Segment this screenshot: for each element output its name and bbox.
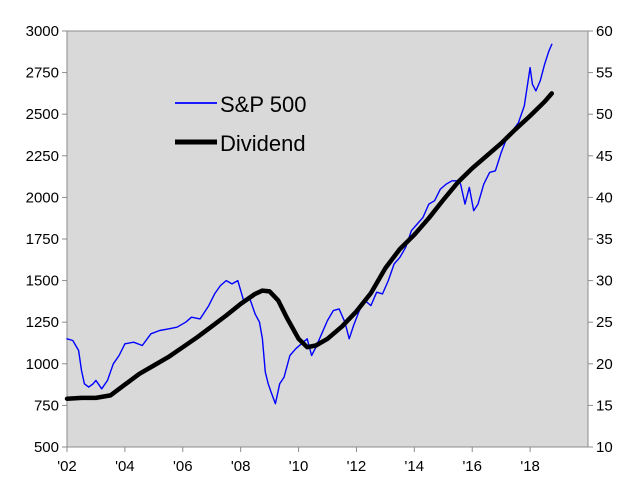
right-tick-label: 20	[596, 356, 613, 373]
left-tick-label: 2000	[26, 189, 59, 206]
x-tick-label: '14	[405, 458, 425, 475]
x-tick-label: '16	[462, 458, 482, 475]
right-tick-label: 55	[596, 65, 613, 82]
x-axis-ticks: '02 '04 '06 '08 '10 '12 '14 '16 '18	[57, 447, 540, 475]
right-tick-label: 60	[596, 23, 613, 40]
left-tick-label: 2500	[26, 106, 59, 123]
right-tick-label: 15	[596, 397, 613, 414]
left-tick-label: 2250	[26, 148, 59, 165]
left-tick-label: 1500	[26, 273, 59, 290]
legend-label-sp500: S&P 500	[220, 92, 306, 117]
series-layer	[64, 43, 555, 405]
left-tick-label: 750	[34, 397, 59, 414]
x-tick-label: '10	[289, 458, 309, 475]
right-tick-label: 25	[596, 314, 613, 331]
left-tick-label: 1000	[26, 356, 59, 373]
x-tick-label: '12	[347, 458, 367, 475]
x-tick-label: '04	[115, 458, 135, 475]
x-tick-label: '02	[57, 458, 77, 475]
right-tick-label: 40	[596, 189, 613, 206]
legend-label-dividend: Dividend	[220, 131, 306, 156]
series-line-dividend	[64, 91, 555, 401]
left-tick-label: 1750	[26, 231, 59, 248]
plot-area	[66, 30, 589, 448]
right-axis-ticks: 10 15 20 25 30 35 40 45 50 55 60	[588, 23, 613, 456]
series-line-sp500	[66, 43, 553, 405]
left-tick-label: 3000	[26, 23, 59, 40]
x-tick-label: '08	[231, 458, 251, 475]
legend: S&P 500 Dividend	[175, 92, 306, 156]
right-tick-label: 35	[596, 231, 613, 248]
left-tick-label: 2750	[26, 65, 59, 82]
left-axis-ticks: 500 750 1000 1250 1500 1750 2000 2250 2500 2750 30…	[26, 23, 67, 456]
right-tick-label: 30	[596, 273, 613, 290]
right-tick-label: 45	[596, 148, 613, 165]
right-tick-label: 50	[596, 106, 613, 123]
right-tick-label: 10	[596, 439, 613, 456]
left-tick-label: 500	[34, 439, 59, 456]
x-tick-label: '06	[173, 458, 193, 475]
left-tick-label: 1250	[26, 314, 59, 331]
x-tick-label: '18	[520, 458, 540, 475]
